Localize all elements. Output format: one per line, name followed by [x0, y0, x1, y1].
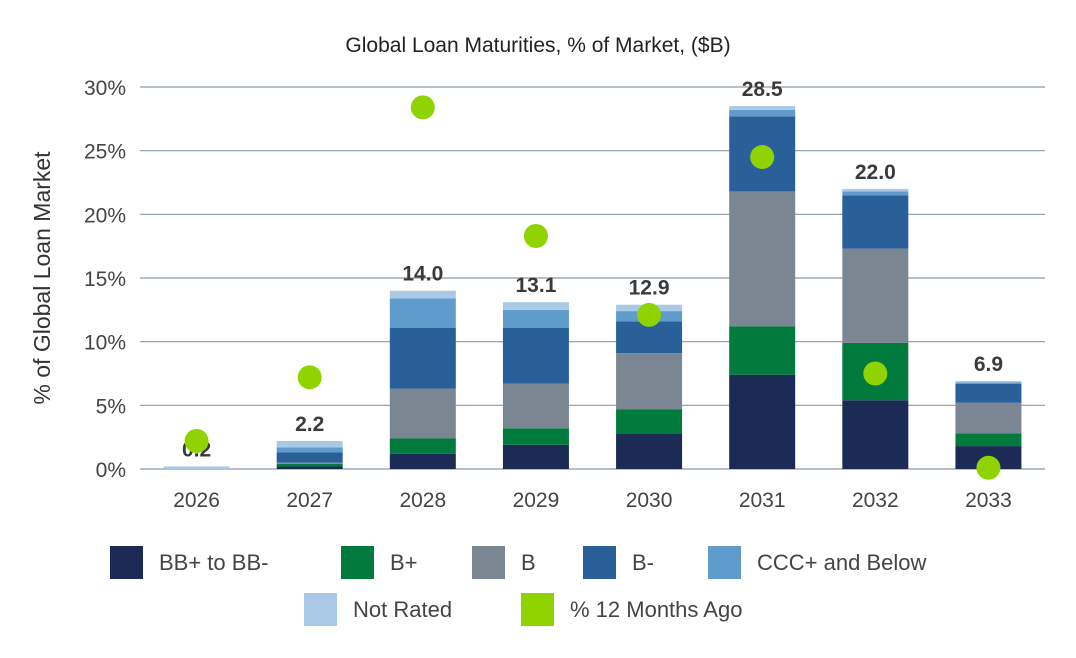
- legend-swatch: [708, 546, 741, 579]
- bar-segment: [955, 381, 1022, 383]
- legend-label: % 12 Months Ago: [570, 597, 742, 622]
- bar-segment: [276, 462, 343, 464]
- total-label: 22.0: [855, 161, 896, 184]
- twelve-months-ago-point: [297, 365, 322, 390]
- bar-segment: [276, 463, 343, 467]
- twelve-months-ago-point: [863, 361, 888, 386]
- legend-label: BB+ to BB-: [159, 550, 268, 575]
- x-tick-label: 2030: [626, 489, 673, 512]
- legend-swatch: [110, 546, 143, 579]
- legend-label: B+: [390, 550, 418, 575]
- bar-segment: [729, 106, 796, 110]
- legend-label: B-: [632, 550, 654, 575]
- total-label: 13.1: [516, 274, 557, 297]
- bar-segment: [616, 433, 683, 469]
- bar-segment: [502, 428, 569, 445]
- bar-segment: [842, 191, 909, 196]
- bar-segment: [276, 466, 343, 469]
- legend-swatch: [521, 593, 554, 626]
- bar-segment: [729, 191, 796, 327]
- total-label: 2.2: [295, 413, 324, 436]
- bar-segment: [616, 409, 683, 434]
- bar-segment: [955, 382, 1022, 384]
- legend-swatch: [341, 546, 374, 579]
- legend-label: Not Rated: [353, 597, 452, 622]
- legend-swatch: [304, 593, 337, 626]
- bar-segment: [502, 444, 569, 469]
- y-tick-label: 0%: [96, 459, 126, 482]
- bar-segment: [842, 248, 909, 343]
- twelve-months-ago-point: [184, 428, 209, 453]
- bar-segment: [502, 383, 569, 429]
- x-tick-label: 2028: [399, 489, 446, 512]
- twelve-months-ago-point: [976, 455, 1001, 480]
- x-tick-label: 2033: [965, 489, 1012, 512]
- legend-label: B: [521, 550, 536, 575]
- x-tick-label: 2031: [739, 489, 786, 512]
- twelve-months-ago-point: [750, 145, 775, 170]
- bar-segment: [389, 298, 456, 328]
- bar-segment: [955, 433, 1022, 447]
- bar-segment: [389, 438, 456, 454]
- grid: 0% 5% 10% 15% 20% 25% 30%: [84, 77, 1045, 482]
- bar-segment: [729, 109, 796, 117]
- twelve-months-ago-point: [523, 223, 548, 248]
- bar-segment: [729, 374, 796, 469]
- total-label: 28.5: [742, 78, 783, 101]
- x-tick-label: 2026: [173, 489, 220, 512]
- legend: BB+ to BB- B+ B B- CCC+ and Below Not Rated % …: [110, 546, 926, 626]
- total-label: 12.9: [629, 277, 670, 300]
- bar-segment: [502, 327, 569, 384]
- bar-segment: [389, 327, 456, 389]
- bars: [163, 106, 1022, 469]
- bar-segment: [729, 326, 796, 375]
- y-tick-label: 20%: [84, 204, 126, 227]
- x-tick-label: 2032: [852, 489, 899, 512]
- total-label: 14.0: [402, 263, 443, 286]
- y-tick-label: 5%: [96, 395, 126, 418]
- bar-segment: [502, 302, 569, 310]
- legend-label: CCC+ and Below: [757, 550, 926, 575]
- bar-segment: [163, 466, 230, 469]
- y-tick-label: 30%: [84, 77, 126, 100]
- bar-segment: [502, 309, 569, 328]
- twelve-months-ago-point: [637, 302, 662, 327]
- x-tick-label: 2027: [286, 489, 333, 512]
- total-label: 6.9: [974, 353, 1003, 376]
- bar-segment: [842, 195, 909, 249]
- bar-segment: [389, 388, 456, 439]
- bar-segment: [276, 440, 343, 448]
- bar-segment: [955, 402, 1022, 434]
- y-tick-label: 15%: [84, 268, 126, 291]
- y-tick-label: 25%: [84, 141, 126, 164]
- bar-segment: [276, 447, 343, 453]
- bar-segment: [842, 188, 909, 192]
- bar-segment: [276, 452, 343, 463]
- twelve-months-ago-point: [410, 95, 435, 120]
- y-tick-label: 10%: [84, 332, 126, 355]
- x-tick-labels: 2026 2027 2028 2029 2030 2031 2032 2033: [173, 489, 1012, 512]
- x-tick-label: 2029: [513, 489, 560, 512]
- bar-segment: [389, 453, 456, 469]
- legend-swatch: [583, 546, 616, 579]
- twelve-months-ago-points: [184, 95, 1001, 480]
- bar-segment: [955, 383, 1022, 403]
- legend-swatch: [472, 546, 505, 579]
- chart-title: Global Loan Maturities, % of Market, ($B…: [345, 34, 730, 57]
- bar-segment: [389, 290, 456, 299]
- y-axis-label: % of Global Loan Market: [29, 151, 55, 405]
- bar-segment: [842, 400, 909, 469]
- bar-segment: [616, 353, 683, 410]
